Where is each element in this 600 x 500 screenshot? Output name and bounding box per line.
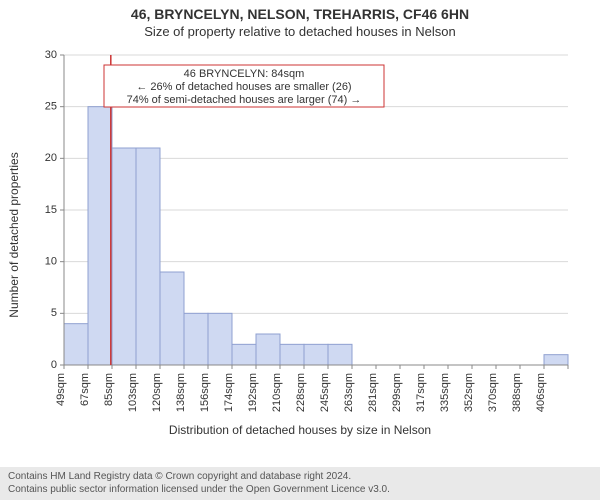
y-tick-label: 10 xyxy=(45,256,57,268)
x-tick-label: 317sqm xyxy=(415,373,427,412)
x-tick-label: 281sqm xyxy=(367,373,379,412)
histogram-bar xyxy=(64,324,88,365)
histogram-bar xyxy=(184,313,208,365)
histogram-bar xyxy=(208,313,232,365)
x-tick-label: 156sqm xyxy=(199,373,211,412)
histogram-bar xyxy=(280,344,304,365)
y-tick-label: 20 xyxy=(45,152,57,164)
histogram-bar xyxy=(88,107,112,365)
page-title-address: 46, BRYNCELYN, NELSON, TREHARRIS, CF46 6… xyxy=(0,0,600,22)
x-tick-label: 335sqm xyxy=(439,373,451,412)
x-tick-label: 370sqm xyxy=(487,373,499,412)
histogram-bar xyxy=(304,344,328,365)
x-tick-label: 299sqm xyxy=(391,373,403,412)
page-title-subtitle: Size of property relative to detached ho… xyxy=(0,22,600,39)
x-tick-label: 85sqm xyxy=(103,373,115,406)
histogram-bar xyxy=(328,344,352,365)
x-tick-label: 192sqm xyxy=(247,373,259,412)
x-tick-label: 245sqm xyxy=(319,373,331,412)
y-tick-label: 25 xyxy=(45,101,57,113)
x-tick-label: 406sqm xyxy=(535,373,547,412)
x-tick-label: 103sqm xyxy=(127,373,139,412)
histogram-bar xyxy=(160,272,184,365)
y-tick-label: 30 xyxy=(45,49,57,61)
x-tick-label: 228sqm xyxy=(295,373,307,412)
footer-line1: Contains HM Land Registry data © Crown c… xyxy=(8,471,592,484)
callout-line2: ← 26% of detached houses are smaller (26… xyxy=(136,81,351,93)
x-axis-label: Distribution of detached houses by size … xyxy=(169,423,431,437)
x-tick-label: 67sqm xyxy=(79,373,91,406)
x-tick-label: 120sqm xyxy=(151,373,163,412)
histogram-bar xyxy=(136,148,160,365)
histogram-chart: 0 5 10 15 20 25 30 49sqm 67sqm 85sqm 103sqm 120sqm 1… xyxy=(20,45,580,425)
chart-container: Number of detached properties 0510152025… xyxy=(20,45,580,425)
x-tick-label: 49sqm xyxy=(55,373,67,406)
callout-line1: 46 BRYNCELYN: 84sqm xyxy=(184,68,305,80)
x-tick-label: 138sqm xyxy=(175,373,187,412)
y-tick-label: 15 xyxy=(45,204,57,216)
callout-line3: 74% of semi-detached houses are larger (… xyxy=(127,94,362,106)
y-tick-label: 5 xyxy=(51,307,57,319)
x-tick-label: 388sqm xyxy=(511,373,523,412)
x-tick-label: 174sqm xyxy=(223,373,235,412)
histogram-bar xyxy=(256,334,280,365)
x-tick-label: 263sqm xyxy=(343,373,355,412)
footer-line2: Contains public sector information licen… xyxy=(8,484,592,497)
histogram-bar xyxy=(112,148,136,365)
y-axis-label: Number of detached properties xyxy=(7,152,21,317)
histogram-bar xyxy=(232,344,256,365)
x-tick-label: 352sqm xyxy=(463,373,475,412)
attribution-footer: Contains HM Land Registry data © Crown c… xyxy=(0,467,600,500)
y-tick-label: 0 xyxy=(51,359,57,371)
histogram-bar xyxy=(544,355,568,365)
x-tick-label: 210sqm xyxy=(271,373,283,412)
